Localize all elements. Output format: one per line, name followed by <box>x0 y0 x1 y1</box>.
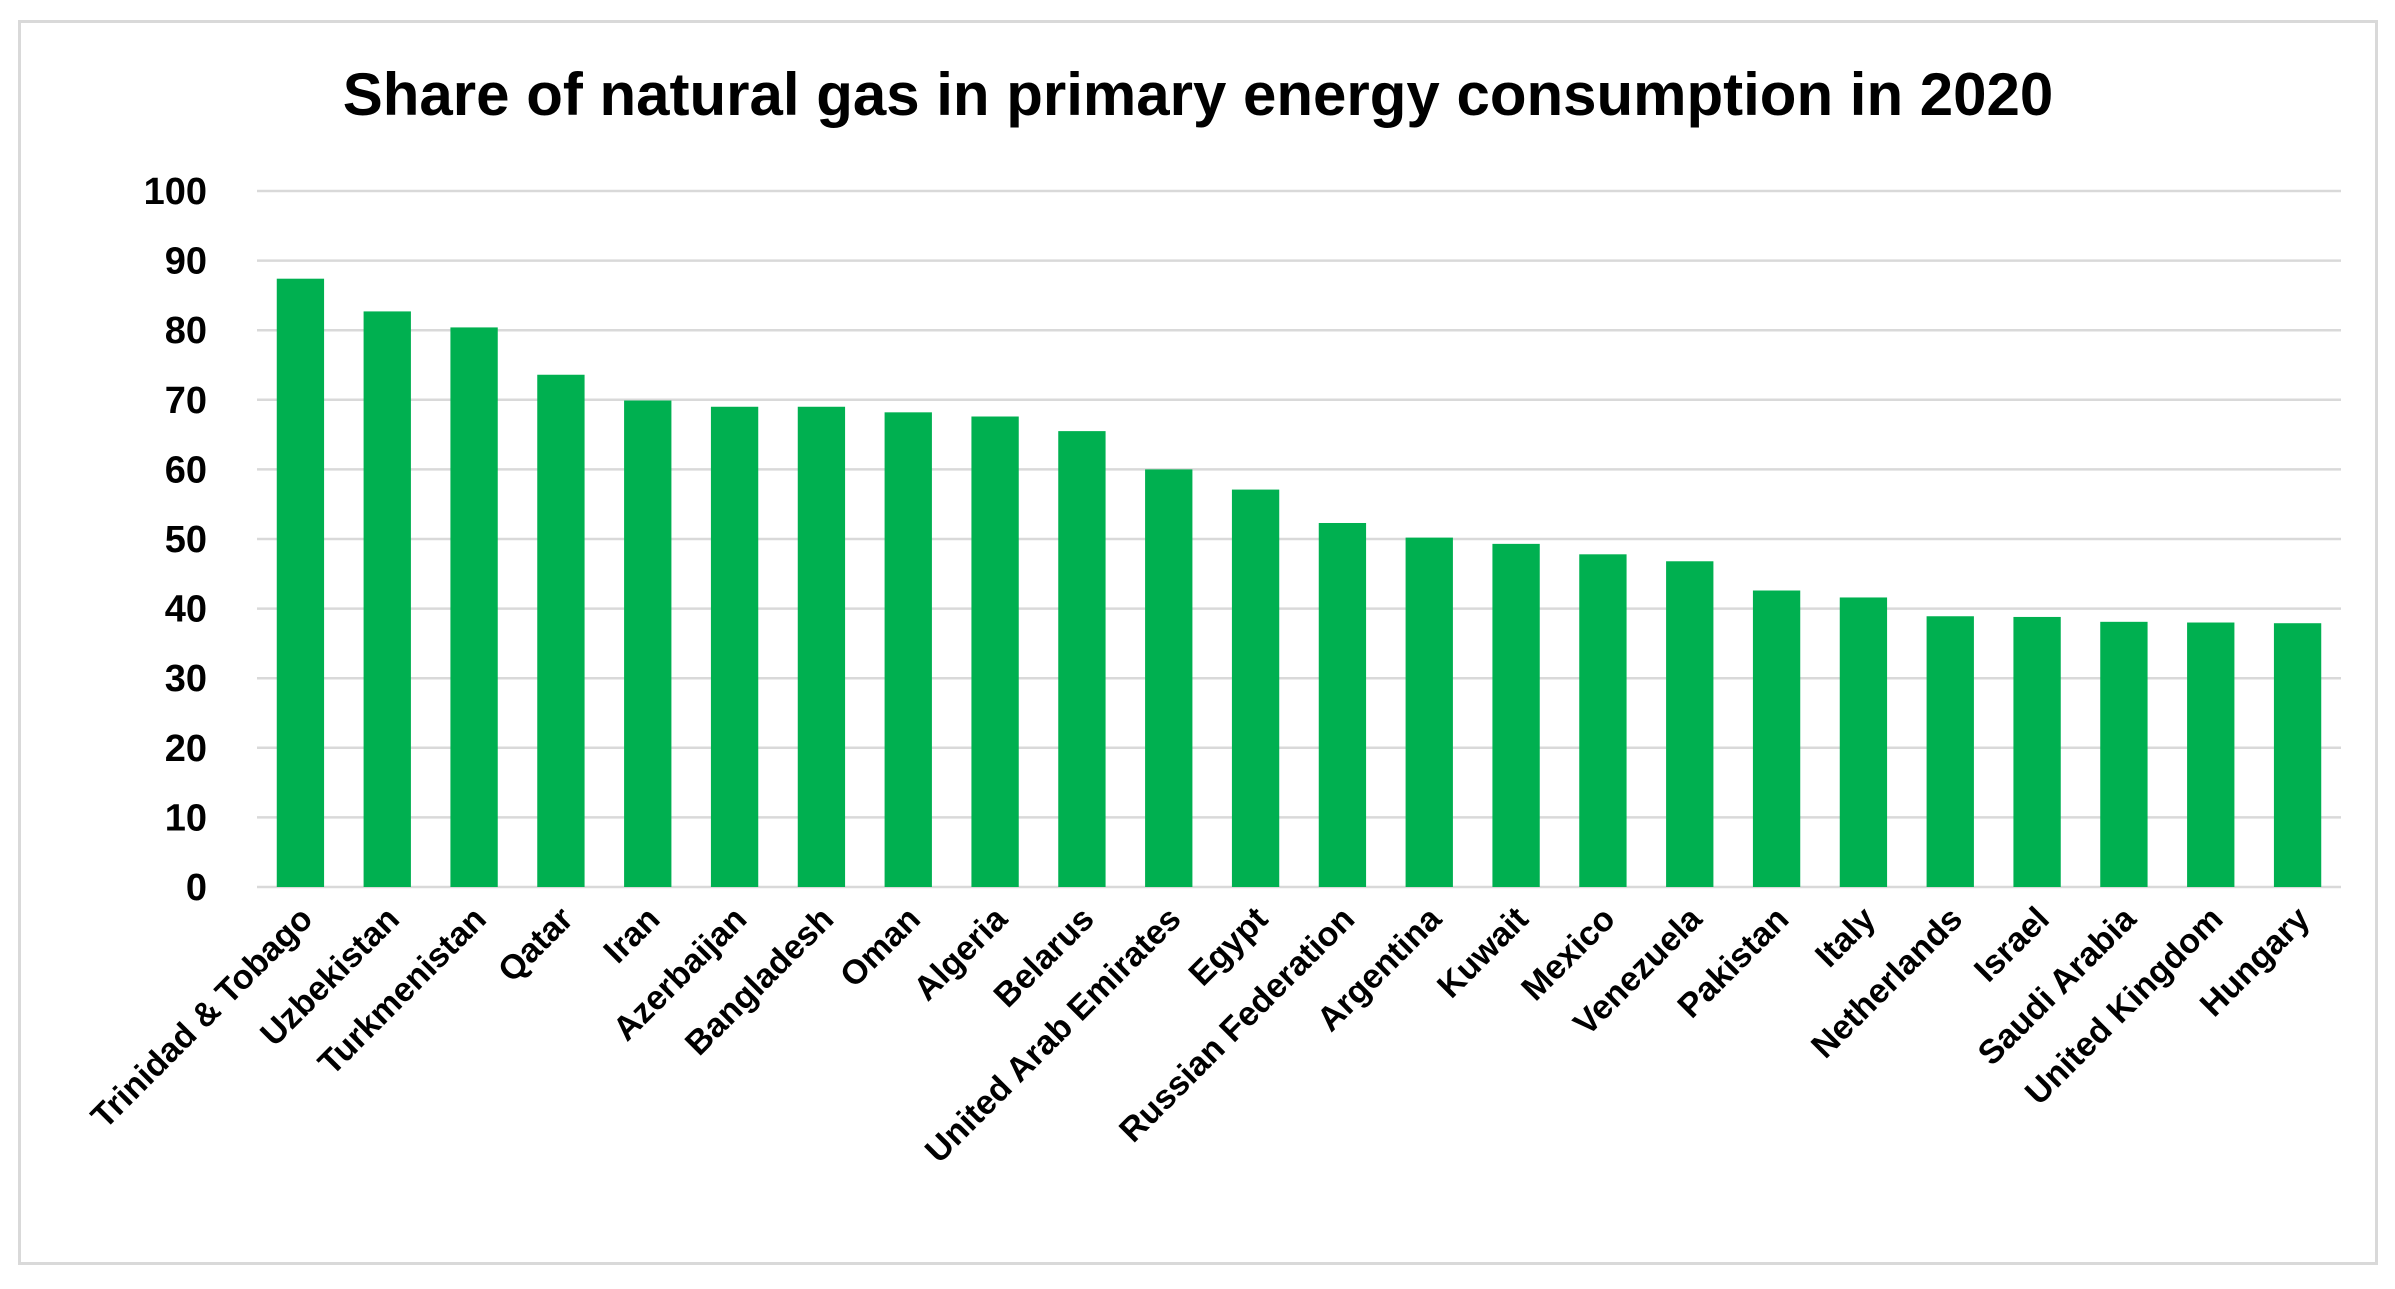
bar <box>1058 431 1106 887</box>
bar <box>1492 543 1540 887</box>
y-tick-label: 50 <box>165 519 207 561</box>
y-tick-label: 80 <box>165 310 207 352</box>
bar <box>363 311 411 888</box>
y-tick-label: 0 <box>186 867 207 909</box>
bar <box>1405 537 1453 887</box>
bar-chart: Share of natural gas in primary energy c… <box>84 61 2341 1170</box>
bar <box>624 400 672 887</box>
bar <box>710 406 759 887</box>
y-tick-label: 70 <box>165 380 207 422</box>
x-tick-label: Qatar <box>491 900 581 990</box>
x-tick-label: Italy <box>1808 900 1883 975</box>
bar <box>1839 597 1888 887</box>
y-axis-ticks: 0 10 20 30 40 50 60 70 80 90 100 <box>144 171 207 909</box>
bar <box>2013 616 2061 887</box>
y-tick-label: 20 <box>165 728 207 770</box>
bar <box>1752 590 1801 887</box>
bar <box>450 327 498 887</box>
bar <box>276 278 325 887</box>
bars <box>276 278 2322 888</box>
bar <box>1926 616 1974 887</box>
gridlines <box>257 189 2341 889</box>
y-tick-label: 10 <box>165 797 207 839</box>
bar <box>797 406 846 887</box>
x-tick-label: Iran <box>596 900 667 971</box>
bar <box>537 374 585 887</box>
y-tick-label: 40 <box>165 589 207 631</box>
y-tick-label: 90 <box>165 241 207 283</box>
bar <box>2187 622 2235 887</box>
bar <box>971 416 1019 887</box>
bar <box>1318 522 1367 887</box>
y-tick-label: 100 <box>144 171 207 213</box>
x-tick-label: Kuwait <box>1430 900 1536 1006</box>
chart-frame: Share of natural gas in primary energy c… <box>18 20 2378 1265</box>
bar <box>2273 623 2322 887</box>
x-tick-label: Netherlands <box>1804 900 1970 1066</box>
y-tick-label: 60 <box>165 449 207 491</box>
x-axis-ticks: Trinidad & TobagoUzbekistanTurkmenistanQ… <box>84 899 2317 1170</box>
bar <box>1231 489 1280 887</box>
chart-title: Share of natural gas in primary energy c… <box>343 61 2053 128</box>
bar <box>1666 561 1714 887</box>
bar <box>884 412 932 887</box>
bar <box>1579 554 1627 887</box>
y-tick-label: 30 <box>165 658 207 700</box>
bar <box>1145 469 1193 887</box>
bar <box>2100 621 2148 887</box>
